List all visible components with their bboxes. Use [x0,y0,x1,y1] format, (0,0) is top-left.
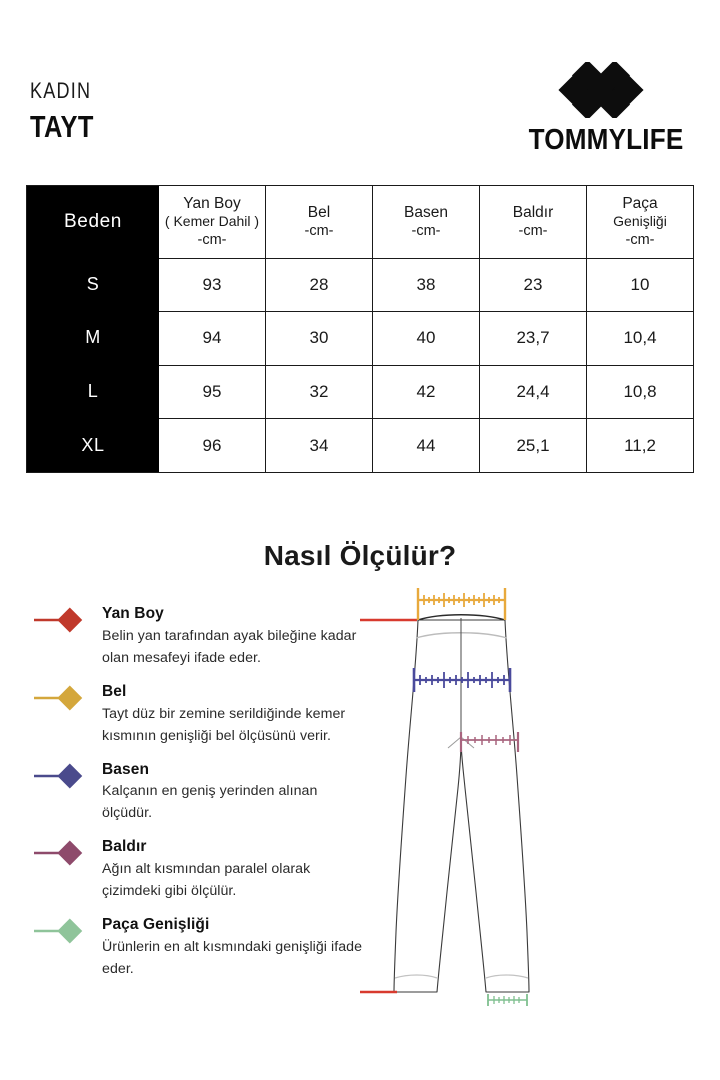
table-cell: 10 [587,257,693,312]
column-yan-boy: Yan Boy ( Kemer Dahil ) -cm- 93 94 95 96 [159,186,265,472]
column-header-bel: Bel -cm- [266,186,372,258]
header-line-1: Basen [404,203,448,221]
header-line-1: Baldır [512,203,554,221]
table-cell: 34 [266,418,372,472]
diamond-marker-indigo-icon [34,763,83,789]
size-table: Beden S M L XL Yan Boy ( Kemer Dahil ) -… [26,185,694,473]
legend-title: Paça Genişliği [102,916,210,934]
size-cell-s: S [86,273,100,294]
legend-description: Ağın alt kısmından paralel olarak çizimd… [102,861,311,900]
legend-description: Tayt düz bir zemine serildiğinde kemer k… [102,705,346,744]
header-unit: -cm- [197,232,227,249]
header-unit: -cm- [518,223,548,240]
size-cell-m: M [85,327,101,348]
table-cell: 44 [373,418,479,472]
brand-wordmark: TOMMYLIFE [528,124,684,156]
diamond-marker-green-icon [34,918,83,944]
table-cell: 23,7 [480,311,586,365]
column-header-paca-genisligi: Paça Genişliği -cm- [587,186,693,258]
table-cell: 28 [266,257,372,312]
legend-item-paca-genisligi: Paça Genişliği Ürünlerin en alt kısmında… [34,915,364,980]
header-line-2: ( Kemer Dahil ) [164,213,260,230]
column-baldir: Baldır -cm- 23 23,7 24,4 25,1 [479,186,586,472]
column-header-baldir: Baldır -cm- [480,186,586,258]
table-cell: 30 [266,311,372,365]
table-cell: 10,8 [587,364,693,419]
diamond-marker-gold-icon [34,685,83,711]
header-line-2: Genişliği [613,213,667,230]
size-cell-xl: XL [81,434,105,455]
legend-item-yan-boy: Yan Boy Belin yan tarafından ayak bileği… [34,604,364,669]
table-cell: 24,4 [480,364,586,419]
legend-title: Bel [102,682,127,700]
table-cell: 23 [480,257,586,312]
column-paca-genisligi: Paça Genişliği -cm- 10 10,4 10,8 11,2 [586,186,693,472]
measurement-columns: Yan Boy ( Kemer Dahil ) -cm- 93 94 95 96… [159,186,693,472]
size-column-header: Beden [64,210,122,232]
legend-description: Ürünlerin en alt kısmındaki genişliği if… [102,939,363,978]
legend-description: Belin yan tarafından ayak bileğine kadar… [102,627,357,666]
legend-item-basen: Basen Kalçanın en geniş yerinden alınan … [34,760,364,825]
product-title: TAYT [30,109,94,144]
header-unit: -cm- [304,223,334,240]
diamond-marker-red-icon [34,607,83,633]
table-cell: 32 [266,364,372,419]
table-cell: 10,4 [587,311,693,365]
column-header-yan-boy: Yan Boy ( Kemer Dahil ) -cm- [159,186,265,258]
leggings-technical-drawing-icon [230,588,530,1006]
page-header: KADIN TAYT TOMMYLIFE [0,0,720,175]
table-cell: 42 [373,364,479,419]
how-to-measure-title: Nasıl Ölçülür? [263,540,457,571]
diamond-lattice-logo-icon [558,62,644,118]
product-heading: KADIN TAYT [30,80,108,145]
header-unit: -cm- [625,232,655,249]
legend-title: Baldır [102,838,147,856]
legend-title: Basen [102,760,150,778]
header-line-1: Paça [622,194,658,212]
column-basen: Basen -cm- 38 40 42 44 [372,186,479,472]
leggings-diagram [230,580,700,1050]
table-cell: 96 [159,418,265,472]
table-cell: 93 [159,257,265,312]
ruler-baldir [459,732,520,752]
legend-item-baldir: Baldır Ağın alt kısmından paralel olarak… [34,837,364,902]
table-cell: 40 [373,311,479,365]
table-cell: 11,2 [587,418,693,472]
header-unit: -cm- [411,223,441,240]
ruler-bel [416,588,507,620]
header-line-1: Bel [307,203,331,221]
table-cell: 95 [159,364,265,419]
legend-title: Yan Boy [102,605,164,622]
table-cell: 38 [373,257,479,312]
ruler-paca-genisligi [487,994,528,1006]
measurement-legend: Yan Boy Belin yan tarafından ayak bileği… [34,604,364,993]
header-line-1: Yan Boy [183,194,241,212]
legend-item-bel: Bel Tayt düz bir zemine serildiğinde kem… [34,682,364,747]
column-bel: Bel -cm- 28 30 32 34 [265,186,372,472]
table-cell: 25,1 [480,418,586,472]
diamond-marker-mauve-icon [34,841,83,866]
table-cell: 94 [159,311,265,365]
brand-lockup: TOMMYLIFE [520,62,692,157]
size-column: Beden S M L XL [27,186,159,472]
size-cell-l: L [87,381,99,402]
legend-description: Kalçanın en geniş yerinden alınan ölçüdü… [102,783,318,822]
column-header-basen: Basen -cm- [373,186,479,258]
ruler-basen [412,668,512,692]
category-label: KADIN [30,78,92,103]
